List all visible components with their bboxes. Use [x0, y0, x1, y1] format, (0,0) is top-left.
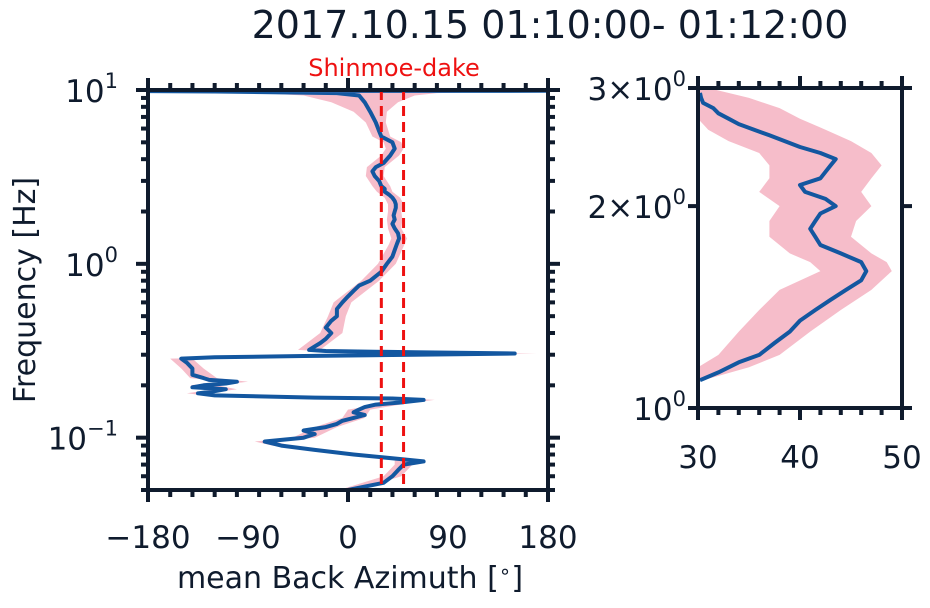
inset-y-tick-label: 100 [633, 387, 686, 428]
x-tick-label: 90 [428, 520, 467, 556]
y-tick-label: 101 [65, 69, 118, 110]
inset-plot: 30 40 50 100 2×100 3×100 [587, 67, 921, 476]
x-tick-label: 0 [338, 520, 358, 556]
chart-title: 2017.10.15 01:10:00- 01:12:00 [252, 3, 849, 47]
main-plot-ticks [136, 78, 560, 502]
inset-back-azimuth-line [698, 92, 869, 383]
back-azimuth-line [148, 88, 548, 492]
y-axis-label: Frequency [Hz] [8, 177, 43, 403]
inset-y-tick-label: 3×100 [587, 67, 686, 108]
confidence-band [148, 90, 548, 490]
inset-y-tick-labels: 100 2×100 3×100 [587, 67, 686, 428]
main-plot-band [148, 90, 548, 490]
inset-x-tick-label: 50 [882, 440, 921, 476]
x-axis-label: mean Back Azimuth [∘] [177, 559, 523, 596]
volcano-annotation: Shinmoe-dake [308, 54, 480, 82]
inset-y-tick-label: 2×100 [587, 185, 686, 226]
x-tick-label: −90 [215, 520, 280, 556]
y-tick-label: 100 [65, 243, 118, 284]
inset-x-tick-label: 40 [780, 440, 819, 476]
y-tick-label: 10−1 [48, 417, 118, 458]
inset-plot-frame [696, 86, 904, 410]
inset-plot-line [698, 92, 869, 383]
main-y-tick-labels: 10−1 100 101 [48, 69, 118, 458]
reference-lines [379, 90, 406, 490]
x-tick-label: −180 [105, 520, 190, 556]
inset-x-tick-label: 30 [678, 440, 717, 476]
main-x-tick-labels: −180 −90 0 90 180 [105, 520, 577, 556]
main-plot: Shinmoe-dake −180 −90 0 90 180 10−1 100 101 me… [8, 54, 578, 596]
x-tick-label: 180 [518, 520, 577, 556]
main-plot-line [148, 88, 548, 492]
main-plot-frame [146, 88, 550, 492]
inset-confidence-band [698, 88, 892, 381]
inset-x-tick-labels: 30 40 50 [678, 440, 921, 476]
inset-plot-band [698, 88, 892, 381]
